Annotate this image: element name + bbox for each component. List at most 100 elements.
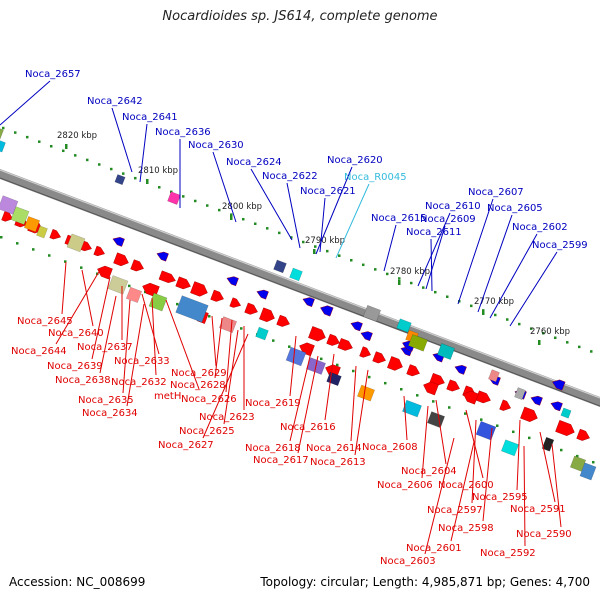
upper-gene-label-leader xyxy=(139,123,148,183)
forward-gene-arrow xyxy=(429,373,445,386)
tick-mark xyxy=(432,400,435,403)
forward-gene-arrow xyxy=(423,381,439,396)
upper-gene-label-leader xyxy=(509,251,558,327)
tick-mark xyxy=(494,313,497,317)
forward-gene-arrow xyxy=(158,270,176,283)
gene-feature-box xyxy=(167,191,181,205)
lower-gene-label-leader xyxy=(225,319,233,393)
lower-gene-label-leader xyxy=(99,295,117,374)
upper-gene-label: Noca_2611 xyxy=(406,227,462,238)
tick-mark xyxy=(242,217,245,221)
lower-gene-label: Noca_2600 xyxy=(438,480,494,491)
forward-gene-arrow xyxy=(520,406,538,422)
tick-mark xyxy=(218,208,221,212)
upper-gene-label: Noca_2615 xyxy=(371,213,427,224)
tick-mark xyxy=(578,345,581,349)
gene-feature-box xyxy=(396,318,412,333)
lower-gene-label-leader xyxy=(151,297,157,376)
forward-gene-arrow xyxy=(49,229,61,240)
tick-mark xyxy=(98,163,101,166)
tick-mark xyxy=(26,135,29,139)
lower-gene-label: Noca_2645 xyxy=(17,316,73,327)
lower-gene-label: Noca_2604 xyxy=(401,466,457,477)
lower-gene-label: Noca_2592 xyxy=(480,548,536,559)
tick-mark xyxy=(128,284,131,288)
tick-mark xyxy=(416,394,419,397)
upper-gene-label: Noca_2622 xyxy=(262,171,318,182)
tick-mark xyxy=(592,460,595,464)
gene-feature-box xyxy=(514,387,526,401)
scale-label: 2790 kbp xyxy=(305,236,345,246)
gene-feature-box xyxy=(10,206,30,225)
upper-gene-label: Noca_2641 xyxy=(122,112,178,123)
lower-gene-label: Noca_2608 xyxy=(362,442,418,453)
forward-gene-arrow xyxy=(113,252,129,267)
upper-gene-label: Noca_2657 xyxy=(25,69,81,80)
lower-gene-label-leader xyxy=(516,419,521,491)
gene-feature-box xyxy=(107,275,129,295)
lower-gene-label: Noca_2613 xyxy=(310,457,366,468)
lower-gene-label-leader xyxy=(539,431,556,503)
lower-gene-label-leader xyxy=(403,395,408,441)
scale-label: 2810 kbp xyxy=(138,166,178,176)
lower-gene-label-leader xyxy=(165,299,200,390)
upper-gene-label-leader xyxy=(425,225,446,290)
tick-mark xyxy=(50,145,53,148)
tick-mark xyxy=(182,195,185,198)
tick-mark xyxy=(38,140,41,143)
scale-tick xyxy=(230,215,233,220)
tick-mark xyxy=(206,204,209,207)
lower-gene-label: Noca_2635 xyxy=(78,395,134,406)
scale-label: 2800 kbp xyxy=(222,202,262,212)
lower-gene-label-leader xyxy=(122,299,131,394)
tick-mark xyxy=(272,339,275,342)
scale-tick xyxy=(65,144,68,149)
tick-mark xyxy=(576,454,579,458)
forward-gene-arrow xyxy=(499,399,511,411)
gene-feature-box xyxy=(23,216,41,233)
gene-feature-box xyxy=(66,233,86,253)
upper-gene-label: Noca_2636 xyxy=(155,127,211,138)
tick-mark xyxy=(302,240,305,244)
gene-feature-box xyxy=(273,259,287,274)
lower-gene-label: Noca_2601 xyxy=(406,543,462,554)
tick-mark xyxy=(496,424,499,427)
lower-gene-label-leader xyxy=(424,437,455,555)
lower-gene-label-leader xyxy=(324,353,335,421)
reverse-gene-arrow xyxy=(156,251,169,262)
lower-gene-label-leader xyxy=(223,329,239,425)
upper-gene-label-leader xyxy=(335,183,370,259)
tick-mark xyxy=(464,412,467,415)
tick-mark xyxy=(384,381,387,385)
tick-mark xyxy=(278,231,281,235)
lower-gene-label-leader xyxy=(297,355,319,454)
reverse-gene-arrow xyxy=(256,289,269,300)
upper-gene-label-leader xyxy=(212,151,237,223)
tick-mark xyxy=(542,331,545,335)
tick-mark xyxy=(386,272,389,276)
reverse-gene-arrow xyxy=(550,401,563,412)
gene-feature-box xyxy=(363,304,381,322)
tick-mark xyxy=(512,430,515,434)
tick-mark xyxy=(2,126,5,130)
lower-gene-label-leader xyxy=(289,335,297,397)
tick-mark xyxy=(62,149,65,153)
gene-feature-box xyxy=(579,462,597,481)
scale-tick xyxy=(398,280,401,285)
forward-gene-arrow xyxy=(576,428,590,441)
forward-gene-arrow xyxy=(130,259,144,272)
tick-mark xyxy=(122,172,125,175)
forward-gene-arrow xyxy=(463,390,479,405)
tick-mark xyxy=(240,327,243,330)
tick-mark xyxy=(290,236,293,239)
lower-gene-label: Noca_2617 xyxy=(253,455,309,466)
lower-gene-label: Noca_2639 xyxy=(47,361,103,372)
tick-mark xyxy=(80,266,83,269)
tick-mark xyxy=(480,418,483,421)
forward-gene-arrow xyxy=(97,265,113,280)
lower-gene-label-leader xyxy=(471,419,477,504)
upper-gene-label-leader xyxy=(489,233,538,319)
tick-mark xyxy=(374,268,377,271)
forward-gene-arrow xyxy=(210,289,224,302)
